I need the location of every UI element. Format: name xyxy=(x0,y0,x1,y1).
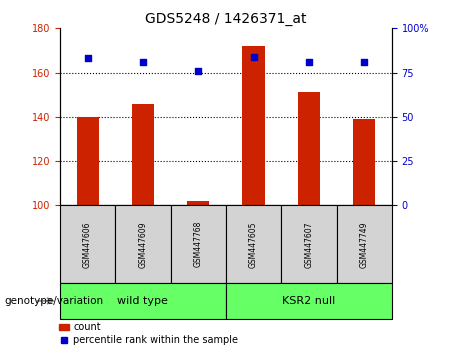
Bar xyxy=(298,92,320,205)
Title: GDS5248 / 1426371_at: GDS5248 / 1426371_at xyxy=(145,12,307,26)
Text: GSM447605: GSM447605 xyxy=(249,221,258,268)
Text: GSM447607: GSM447607 xyxy=(304,221,313,268)
Bar xyxy=(353,119,375,205)
Text: wild type: wild type xyxy=(118,296,168,306)
Point xyxy=(139,59,147,65)
Bar xyxy=(242,46,265,205)
Text: GSM447606: GSM447606 xyxy=(83,221,92,268)
Point xyxy=(195,68,202,74)
Text: KSR2 null: KSR2 null xyxy=(282,296,336,306)
Point xyxy=(361,59,368,65)
Bar xyxy=(132,104,154,205)
Point xyxy=(84,56,91,61)
Bar xyxy=(187,201,209,205)
Text: GSM447768: GSM447768 xyxy=(194,221,203,268)
Text: GSM447609: GSM447609 xyxy=(138,221,148,268)
Text: genotype/variation: genotype/variation xyxy=(5,296,104,306)
Text: GSM447749: GSM447749 xyxy=(360,221,369,268)
Legend: count, percentile rank within the sample: count, percentile rank within the sample xyxy=(56,319,242,349)
Bar xyxy=(77,117,99,205)
Point xyxy=(305,59,313,65)
Point xyxy=(250,54,257,59)
